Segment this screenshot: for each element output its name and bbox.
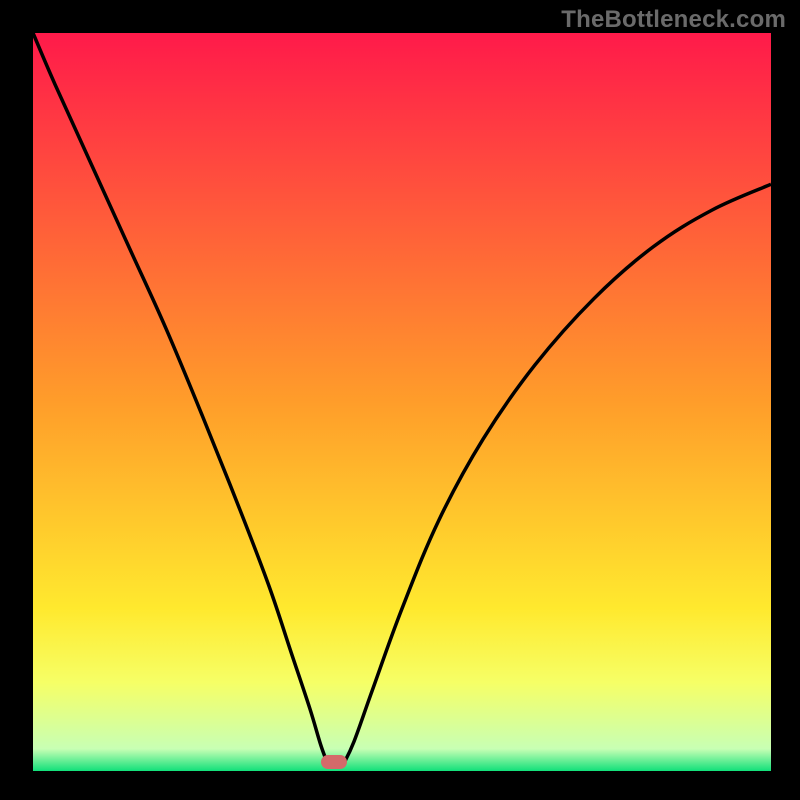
- curve-left-branch: [33, 33, 328, 765]
- plot-area: [33, 33, 771, 771]
- plot-svg: [33, 33, 771, 771]
- curve-right-branch: [343, 184, 771, 765]
- watermark-text: TheBottleneck.com: [561, 6, 786, 34]
- chart-frame: TheBottleneck.com: [0, 0, 800, 800]
- minimum-marker: [321, 755, 347, 769]
